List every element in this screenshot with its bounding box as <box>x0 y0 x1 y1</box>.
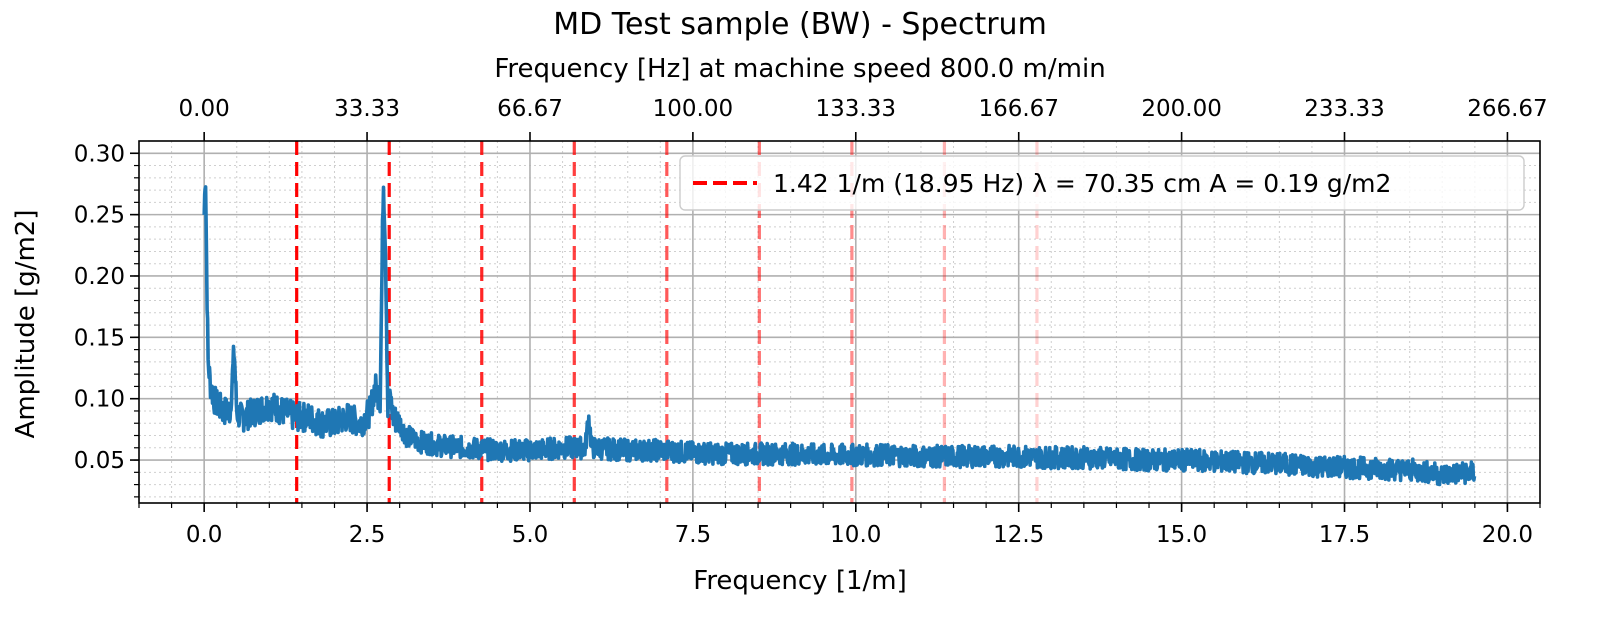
x-tick-label: 0.0 <box>186 522 223 548</box>
plot-frame <box>138 140 1541 504</box>
legend: 1.42 1/m (18.95 Hz) λ = 70.35 cm A = 0.1… <box>679 155 1525 211</box>
x-tick-label: 15.0 <box>1156 522 1207 548</box>
y-tick-label: 0.15 <box>74 325 125 351</box>
axis-ticks: 0.0 2.5 5.0 7.5 10.0 12.5 15.0 17.5 20.0 0.05 0.10… <box>74 96 1548 548</box>
top-tick-label: 33.33 <box>334 96 400 122</box>
top-tick-label: 233.33 <box>1304 96 1384 122</box>
y-tick-label: 0.20 <box>74 264 125 290</box>
x-tick-label: 5.0 <box>512 522 549 548</box>
top-tick-label: 100.00 <box>653 96 733 122</box>
series-layer <box>202 185 1477 487</box>
x-tick-label: 10.0 <box>830 522 881 548</box>
top-tick-label: 66.67 <box>497 96 563 122</box>
y-tick-label: 0.25 <box>74 203 125 229</box>
x-axis-label: Frequency [1/m] <box>693 566 907 596</box>
top-tick-label: 166.67 <box>978 96 1058 122</box>
spectrum-line <box>202 185 1477 487</box>
grid <box>138 141 1541 503</box>
legend-box <box>679 155 1525 211</box>
x-tick-label: 12.5 <box>993 522 1044 548</box>
top-tick-label: 266.67 <box>1467 96 1547 122</box>
x-tick-label: 17.5 <box>1319 522 1370 548</box>
x-tick-label: 7.5 <box>675 522 712 548</box>
legend-label: 1.42 1/m (18.95 Hz) λ = 70.35 cm A = 0.1… <box>773 169 1391 198</box>
y-axis-label: Amplitude [g/m2] <box>11 210 41 439</box>
top-tick-label: 0.00 <box>179 96 230 122</box>
chart-title: MD Test sample (BW) - Spectrum <box>553 7 1047 42</box>
x-tick-label: 20.0 <box>1482 522 1533 548</box>
top-tick-label: 133.33 <box>816 96 896 122</box>
top-tick-label: 200.00 <box>1141 96 1221 122</box>
y-tick-label: 0.30 <box>74 141 125 167</box>
top-axis-label: Frequency [Hz] at machine speed 800.0 m/… <box>494 54 1105 84</box>
x-tick-label: 2.5 <box>349 522 386 548</box>
y-tick-label: 0.10 <box>74 387 125 413</box>
y-tick-label: 0.05 <box>74 448 125 474</box>
